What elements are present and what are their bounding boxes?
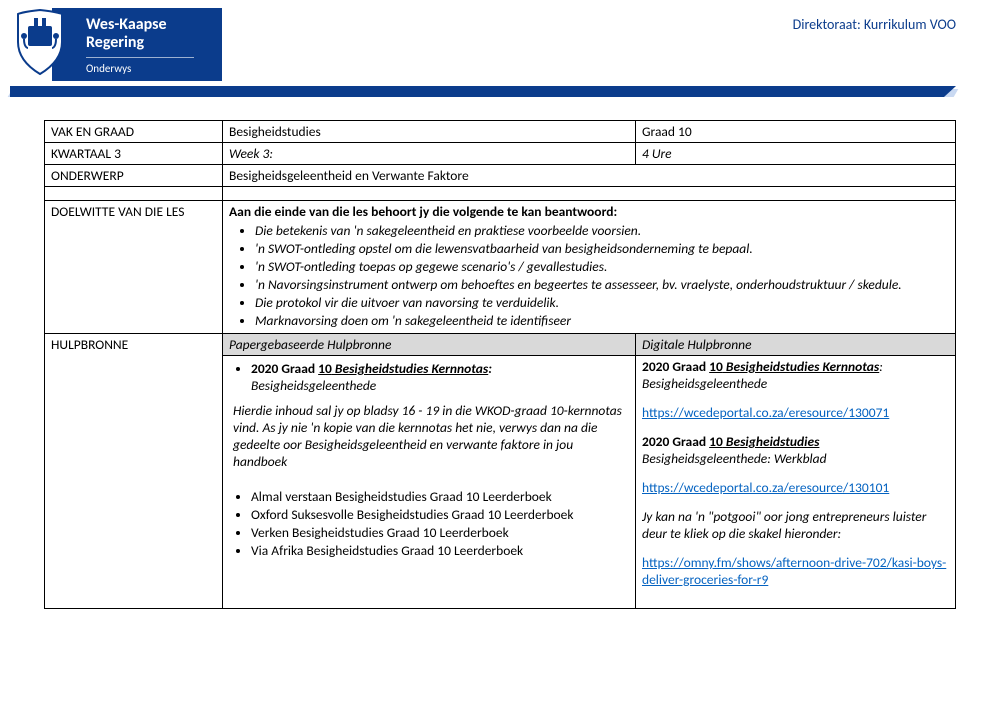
doelwitte-item: Die protokol vir die uitvoer van navorsi… xyxy=(255,294,949,311)
row-doelwitte: DOELWITTE VAN DIE LES Aan die einde van … xyxy=(45,201,956,334)
digital-cell: 2020 Graad 10 Besigheidstudies Kernnotas… xyxy=(636,356,956,609)
paper-r1-sub: Besigheidsgeleenthede xyxy=(251,377,629,394)
paper-r1-suffix: : xyxy=(488,360,492,377)
paper-head: Papergebaseerde Hulpbronne xyxy=(223,334,636,356)
kwartaal-label: KWARTAAL 3 xyxy=(45,143,223,165)
vak-grade: Graad 10 xyxy=(636,121,956,143)
paper-book-item: Almal verstaan Besigheidstudies Graad 10… xyxy=(251,488,629,505)
hulpbronne-label: HULPBRONNE xyxy=(45,334,223,609)
brand-sub: Onderwys xyxy=(86,62,194,75)
paper-r1-num: 10 xyxy=(318,360,332,377)
digital-r1-suffix: : xyxy=(879,358,883,375)
doelwitte-item: 'n SWOT-ontleding opstel om die lewensva… xyxy=(255,240,949,257)
doelwitte-item: 'n SWOT-ontleding toepas op gegewe scena… xyxy=(255,258,949,275)
header-band xyxy=(10,86,956,100)
digital-r2-num: 10 xyxy=(709,433,723,450)
brand-title-box: Wes-Kaapse Regering Onderwys xyxy=(52,8,222,81)
logo-block: Wes-Kaapse Regering Onderwys xyxy=(10,8,222,81)
doelwitte-item: 'n Navorsingsinstrument ontwerp om behoe… xyxy=(255,276,949,293)
paper-r1-mid: Besigheidstudies Kernnotas xyxy=(332,360,488,377)
onderwerp-label: ONDERWERP xyxy=(45,165,223,187)
vak-label: VAK EN GRAAD xyxy=(45,121,223,143)
brand-divider xyxy=(86,57,194,58)
doelwitte-label: DOELWITTE VAN DIE LES xyxy=(45,201,223,334)
digital-r1-sub: Besigheidsgeleenthede xyxy=(642,375,949,392)
doelwitte-intro: Aan die einde van die les behoort jy die… xyxy=(229,203,949,220)
digital-r2-tail: Besigheidsgeleenthede: Werkblad xyxy=(642,450,827,467)
paper-note: Hierdie inhoud sal jy op bladsy 16 - 19 … xyxy=(233,402,629,470)
vak-subject: Besigheidstudies xyxy=(223,121,636,143)
paper-cell: 2020 Graad 10 Besigheidstudies Kernnotas… xyxy=(223,356,636,609)
digital-r2: 2020 Graad 10 Besigheidstudies Besigheid… xyxy=(642,433,949,467)
document-header: Wes-Kaapse Regering Onderwys Direktoraat… xyxy=(0,0,992,100)
doelwitte-body: Aan die einde van die les behoort jy die… xyxy=(223,201,956,334)
row-vak: VAK EN GRAAD Besigheidstudies Graad 10 xyxy=(45,121,956,143)
digital-r1-num: 10 xyxy=(709,358,723,375)
paper-book-item: Via Afrika Besigheidstudies Graad 10 Lee… xyxy=(251,542,629,559)
row-onderwerp: ONDERWERP Besigheidsgeleentheid en Verwa… xyxy=(45,165,956,187)
crest-icon xyxy=(10,8,70,76)
digital-r2-prefix: 2020 Graad xyxy=(642,433,709,450)
onderwerp-value: Besigheidsgeleentheid en Verwante Faktor… xyxy=(223,165,956,187)
doelwitte-item: Marknavorsing doen om 'n sakegeleentheid… xyxy=(255,312,949,329)
content-area: VAK EN GRAAD Besigheidstudies Graad 10 K… xyxy=(44,120,956,609)
digital-link-1[interactable]: https://wcedeportal.co.za/eresource/1300… xyxy=(642,404,889,421)
doelwitte-list: Die betekenis van 'n sakegeleentheid en … xyxy=(229,222,949,329)
directorate-label: Direktoraat: Kurrikulum VOO xyxy=(793,16,956,33)
kwartaal-week: Week 3: xyxy=(223,143,636,165)
digital-r1-mid: Besigheidstudies Kernnotas xyxy=(723,358,879,375)
digital-podcast-note: Jy kan na 'n "potgooi" oor jong entrepre… xyxy=(642,508,949,542)
digital-link-2[interactable]: https://wcedeportal.co.za/eresource/1301… xyxy=(642,479,889,496)
digital-r1-prefix: 2020 Graad xyxy=(642,358,709,375)
paper-r1-prefix: 2020 Graad xyxy=(251,360,318,377)
kwartaal-hours: 4 Ure xyxy=(636,143,956,165)
paper-book-item: Oxford Suksesvolle Besigheidstudies Graa… xyxy=(251,506,629,523)
digital-r1: 2020 Graad 10 Besigheidstudies Kernnotas… xyxy=(642,358,949,375)
brand-line1: Wes-Kaapse xyxy=(86,16,194,34)
paper-books: Almal verstaan Besigheidstudies Graad 10… xyxy=(229,488,629,559)
lesson-table: VAK EN GRAAD Besigheidstudies Graad 10 K… xyxy=(44,120,956,609)
paper-r1: 2020 Graad 10 Besigheidstudies Kernnotas… xyxy=(251,360,492,377)
paper-book-item: Verken Besigheidstudies Graad 10 Leerder… xyxy=(251,524,629,541)
doelwitte-item: Die betekenis van 'n sakegeleentheid en … xyxy=(255,222,949,239)
digital-head: Digitale Hulpbronne xyxy=(636,334,956,356)
digital-r2-mid: Besigheidstudies xyxy=(723,433,820,450)
digital-link-3[interactable]: https://omny.fm/shows/afternoon-drive-70… xyxy=(642,554,946,588)
paper-resource-1: 2020 Graad 10 Besigheidstudies Kernnotas… xyxy=(251,360,629,394)
brand-line2: Regering xyxy=(86,34,194,52)
spacer xyxy=(45,187,956,201)
row-kwartaal: KWARTAAL 3 Week 3: 4 Ure xyxy=(45,143,956,165)
row-hulpbronne-head: HULPBRONNE Papergebaseerde Hulpbronne Di… xyxy=(45,334,956,356)
